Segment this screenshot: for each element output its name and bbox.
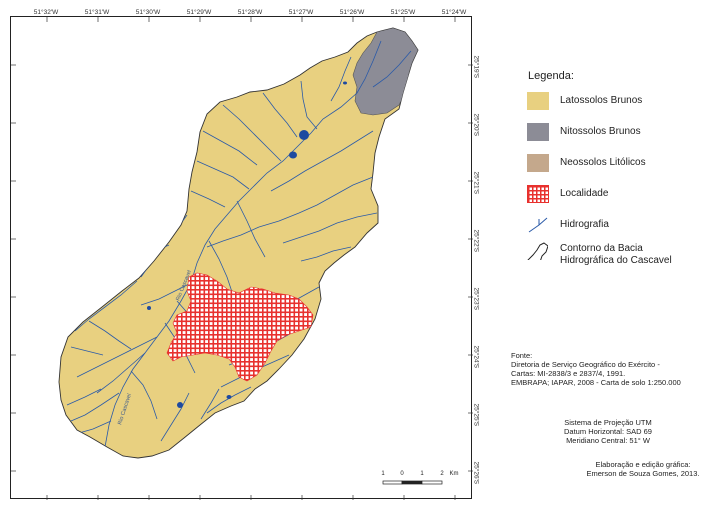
scale-label: 0 xyxy=(400,471,404,477)
longitude-label: 51°27'W xyxy=(288,9,314,16)
legend-item-boundary: Contorno da Bacia Hidrográfica do Cascav… xyxy=(520,242,720,274)
credits-line: Emerson de Souza Gomes, 2013. xyxy=(586,469,700,478)
neossolos-swatch xyxy=(527,154,549,172)
basin-map: Rio Cascavel Rio Cascavel xyxy=(11,17,473,500)
localidade-area xyxy=(166,272,314,382)
longitude-label: 51°32'W xyxy=(33,9,59,16)
latitude-label: 25°26'S xyxy=(472,461,480,485)
scale-bar: 1 0 1 2 Km xyxy=(380,471,470,491)
legend-label: Neossolos Litólicos xyxy=(560,157,646,168)
legend-label: Latossolos Brunos xyxy=(560,95,643,106)
latitude-label: 25°23'S xyxy=(472,287,480,311)
latitude-label: 25°19'S xyxy=(472,55,480,79)
longitude-label: 51°29'W xyxy=(186,9,212,16)
latitude-label: 25°22'S xyxy=(472,229,480,253)
legend-item-hidrografia: Hidrografia xyxy=(520,216,720,244)
longitude-label: 51°30'W xyxy=(135,9,161,16)
longitude-label: 51°24'W xyxy=(441,9,467,16)
scale-label: 1 xyxy=(420,471,424,477)
legend: Legenda: Latossolos Brunos Nitossolos Br… xyxy=(520,70,720,274)
source-line: Diretoria de Serviço Geográfico do Exérc… xyxy=(511,360,660,369)
scale-bar-graphic xyxy=(382,480,443,485)
longitude-label: 51°28'W xyxy=(237,9,263,16)
source-line: EMBRAPA; IAPAR, 2008 - Carta de solo 1:2… xyxy=(511,378,681,387)
credits-line: Elaboração e edição gráfica: xyxy=(595,460,691,469)
graticule-ticks xyxy=(11,17,473,500)
latitude-label: 25°25'S xyxy=(472,403,480,427)
projection-line: Meridiano Central: 51° W xyxy=(566,436,650,445)
legend-label: Localidade xyxy=(560,188,609,199)
scale-label: 2 xyxy=(440,471,444,477)
legend-label: Nitossolos Brunos xyxy=(560,126,641,137)
source-line: Cartas: MI-2838/3 e 2837/4, 1991. xyxy=(511,369,626,378)
legend-item-neossolos: Neossolos Litólicos xyxy=(520,154,720,185)
credits-note: Elaboração e edição gráfica: Emerson de … xyxy=(578,460,708,478)
latitude-label: 25°21'S xyxy=(472,171,480,195)
nitossolos-swatch xyxy=(527,123,549,141)
longitude-label: 51°31'W xyxy=(84,9,110,16)
projection-note: Sistema de Projeção UTM Datum Horizontal… xyxy=(553,418,663,445)
map-frame: Rio Cascavel Rio Cascavel xyxy=(10,16,473,500)
legend-title: Legenda: xyxy=(528,70,574,82)
scale-label: 1 xyxy=(381,471,385,477)
source-line: Fonte: xyxy=(511,351,533,360)
longitude-label: 51°26'W xyxy=(339,9,365,16)
latossolos-area xyxy=(58,27,419,459)
latitude-label: 25°24'S xyxy=(472,345,480,369)
legend-label: Contorno da Bacia xyxy=(560,243,643,254)
source-note: Fonte: Diretoria de Serviço Geográfico d… xyxy=(511,351,681,387)
latossolos-swatch xyxy=(527,92,549,110)
scale-unit: Km xyxy=(449,471,459,477)
legend-item-localidade: Localidade xyxy=(520,185,720,216)
projection-line: Sistema de Projeção UTM xyxy=(564,418,652,427)
basin-outline-icon xyxy=(527,242,548,260)
hydrography-line-icon xyxy=(528,217,548,233)
legend-item-latossolos: Latossolos Brunos xyxy=(520,92,720,123)
legend-item-nitossolos: Nitossolos Brunos xyxy=(520,123,720,154)
localidade-swatch xyxy=(527,185,549,203)
latitude-label: 25°20'S xyxy=(472,113,480,137)
hydrography xyxy=(66,40,412,448)
longitude-label: 51°25'W xyxy=(390,9,416,16)
nitossolos-area xyxy=(352,28,418,116)
legend-label: Hidrografia xyxy=(560,219,609,230)
legend-label: Hidrográfica do Cascavel xyxy=(560,255,672,266)
projection-line: Datum Horizontal: SAD 69 xyxy=(564,427,652,436)
